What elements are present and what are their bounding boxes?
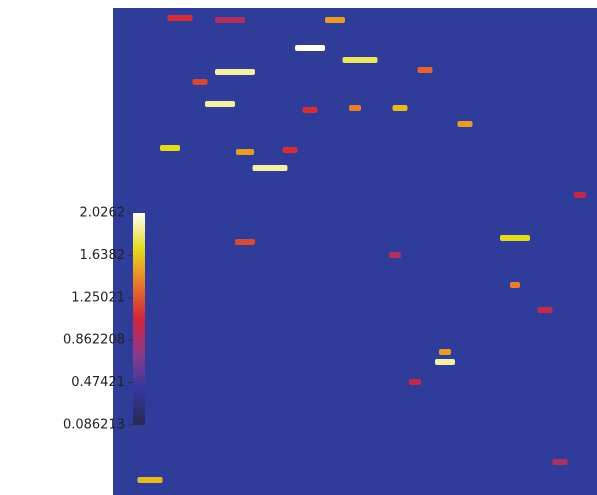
heatmap-cell [435,359,455,365]
heatmap-cell [160,145,180,151]
heatmap-cell [510,282,520,288]
heatmap-cell [295,45,325,51]
colorbar-tick-label: 1.25021 [71,290,125,305]
heatmap-cell [389,252,401,258]
heatmap-cell [236,149,254,155]
heatmap-cell [392,105,408,111]
heatmap-cell [252,165,288,171]
heatmap-background [113,8,597,495]
heatmap-cell [235,239,255,245]
colorbar-tick-label: 0.086213 [63,418,125,433]
heatmap-cell [282,147,298,153]
heatmap-cell [552,459,568,465]
heatmap-cell [325,17,345,23]
colorbar-tick-label: 0.862208 [63,333,125,348]
colorbar-tick-label: 2.0262 [80,206,126,221]
heatmap-cell [215,69,255,75]
colorbar-tick-label: 0.47421 [71,375,125,390]
heatmap-cell [417,67,433,73]
heatmap-cell [457,121,473,127]
heatmap-cell [500,235,530,241]
colorbar-tick-label: 1.6382 [80,248,126,263]
heatmap-cell [342,57,378,63]
heatmap-cell [167,15,193,21]
heatmap-cell [537,307,553,313]
heatmap-cell [574,192,586,198]
heatmap-cell [215,17,245,23]
heatmap-cell [439,349,451,355]
heatmap-cell [192,79,208,85]
heatmap-cell [349,105,361,111]
heatmap-cell [409,379,421,385]
heatmap-cell [205,101,235,107]
heatmap-cell [137,477,163,483]
heatmap-cell [302,107,318,113]
colorbar [133,213,145,425]
